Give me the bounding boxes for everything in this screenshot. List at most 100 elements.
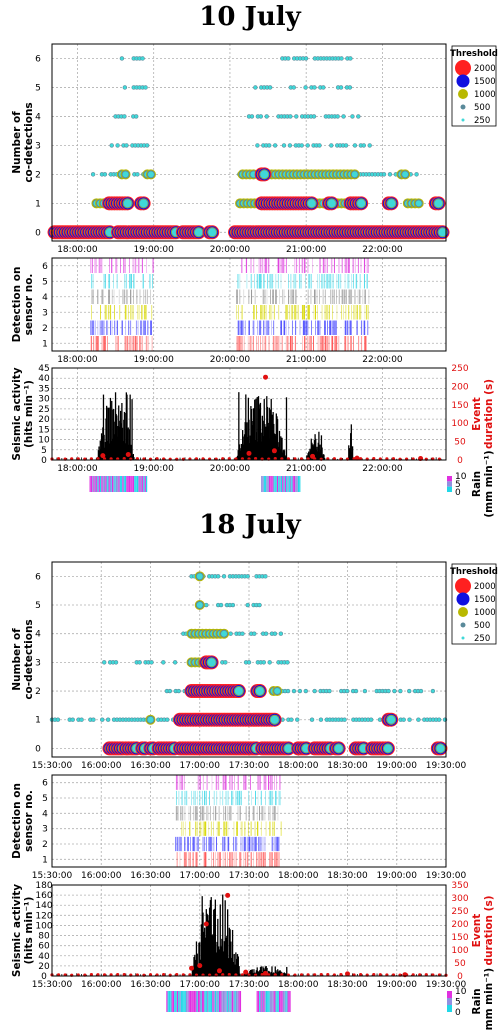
day1-codetection-point [312, 114, 316, 119]
day2-codetection-point [76, 718, 81, 722]
day2-codetection-point [53, 718, 57, 722]
day1-codetection-point [133, 143, 137, 147]
day1-codetection-point [335, 143, 339, 147]
day1-codetection-point [138, 56, 142, 61]
day2-codetection-point [257, 603, 262, 607]
day1-codetection-point [359, 143, 363, 147]
day1-event-baseline-point [122, 457, 126, 461]
day1-codetection-point [324, 114, 328, 119]
day2-codet-ytick: 2 [35, 687, 41, 697]
day2-event-baseline-point [175, 973, 179, 977]
day2-legend-label-1000: 1000 [474, 608, 496, 618]
day2-codetection-point [319, 718, 323, 722]
day1-codetection-point [364, 172, 368, 176]
day1-codetection-point [317, 143, 322, 147]
day2-sensor-ytick: 1 [42, 855, 48, 865]
day2-codetection-point [331, 718, 335, 722]
day1-seismic-ytick: 5 [41, 446, 47, 456]
day1-codetection-point [361, 172, 365, 176]
day1-codetection-point [256, 114, 260, 119]
day1-codetection-point [273, 143, 277, 147]
day1-seismic-ytick: 20 [38, 415, 50, 425]
day1-seismic-ytick: 30 [38, 395, 50, 405]
day1-codetection-point [119, 114, 124, 119]
day2-codetection-point [310, 718, 314, 722]
day1-sensor-xtick: 20:00:00 [210, 355, 251, 365]
day1-codetection-point [303, 114, 307, 119]
day2-legend-label-2000: 2000 [474, 582, 496, 592]
day1-codetection-point [142, 143, 146, 147]
day2-sensor-xtick: 15:30:00 [32, 871, 73, 881]
day1-codetection-point [123, 85, 127, 90]
day1-event-point [100, 453, 106, 459]
day2-rain-ylabel-line1: Rain [471, 988, 483, 1014]
day2-codetection-point [383, 689, 388, 693]
day1-codetection-point [329, 143, 333, 147]
day2-codetection-point [387, 715, 396, 724]
day2-codet-ytick: 6 [35, 572, 41, 582]
day1-codetection-point [112, 172, 116, 176]
day2-legend-title: Threshold [450, 567, 498, 577]
day1-codetection-point [253, 85, 257, 90]
day2-sensor-xtick: 17:30:00 [229, 871, 270, 881]
day2-codetection-point [363, 689, 367, 693]
day2-codetection-point [142, 718, 146, 722]
day2-codetection-point [102, 660, 106, 664]
day1-codetection-point [387, 199, 396, 208]
day1-codet-ytick: 0 [35, 228, 41, 238]
day2-event-ytick: 0 [457, 972, 463, 982]
day1-codetection-point [91, 172, 95, 176]
day1-rain-scale-tick: 0 [455, 488, 461, 498]
day2-codetection-point [279, 632, 283, 636]
day2-event-point [216, 968, 222, 974]
day2-codetection-point [189, 574, 194, 578]
day2-codetection-point [130, 718, 134, 722]
day1-seismic-xtick: 21:00:00 [286, 464, 327, 474]
day2-sensor-xtick: 19:00:00 [377, 871, 418, 881]
day2-codetection-point [213, 574, 217, 578]
day1-event-baseline-point [227, 457, 231, 461]
day2-codetection-point [207, 574, 211, 578]
day2-codetection-point [240, 574, 244, 578]
day1-codetection-point [145, 143, 149, 147]
day1-codetection-point [333, 114, 337, 119]
day2-event-baseline-point [319, 973, 323, 977]
day1-codetection-point [261, 143, 265, 147]
day1-sensor-ytick: 3 [42, 308, 48, 318]
day2-seismic-ytick: 180 [35, 881, 52, 891]
day2-codetection-point [237, 574, 241, 578]
day2-codetection-point [88, 718, 93, 722]
day2-seismic-xtick: 15:30:00 [32, 980, 73, 990]
day2-codetection-point [357, 718, 361, 722]
day2-rain-scale-tick: 10 [455, 987, 467, 997]
day2-legend-label-250: 250 [474, 634, 490, 644]
day2-codetection-point [121, 718, 125, 722]
day1-codetection-point [100, 172, 104, 176]
day2-event-baseline-point [372, 973, 376, 977]
day1-codetection-point [328, 56, 332, 61]
day2-legend-marker-250 [461, 636, 465, 640]
day2-codetection-point [279, 660, 284, 664]
day1-seismic-xtick: 22:00:00 [362, 464, 403, 474]
day1-sensor-ytick: 2 [42, 324, 48, 334]
day2-codetection-point [334, 744, 343, 753]
day1-codetection-point [300, 114, 304, 119]
day2-sensor-ylabel-line2: sensor no. [23, 790, 35, 852]
day2-codetection-point [259, 660, 263, 664]
day2-codetection-point [228, 603, 232, 607]
day2-codet-xtick: 17:30:00 [229, 761, 270, 771]
day2-codetection-point [268, 660, 272, 664]
day1-codetection-point [122, 171, 129, 178]
day2-seismic-xtick: 19:30:00 [426, 980, 467, 990]
day1-codetection-point [306, 143, 310, 147]
day1-rain-scale-mid [447, 481, 452, 487]
day2-codetection-point [168, 689, 172, 693]
day1-codetection-point [130, 143, 134, 147]
day2-event-baseline-point [280, 973, 284, 977]
day1-codet-xtick: 18:00:00 [57, 245, 98, 255]
day1-seismic-ylabel-line1: Seismic activity [11, 367, 23, 460]
day2-codetection-point [360, 718, 364, 722]
day2-codet-xtick: 19:30:00 [426, 761, 467, 771]
day2-codetection-point [207, 658, 216, 667]
day2-codetection-point [254, 574, 259, 578]
